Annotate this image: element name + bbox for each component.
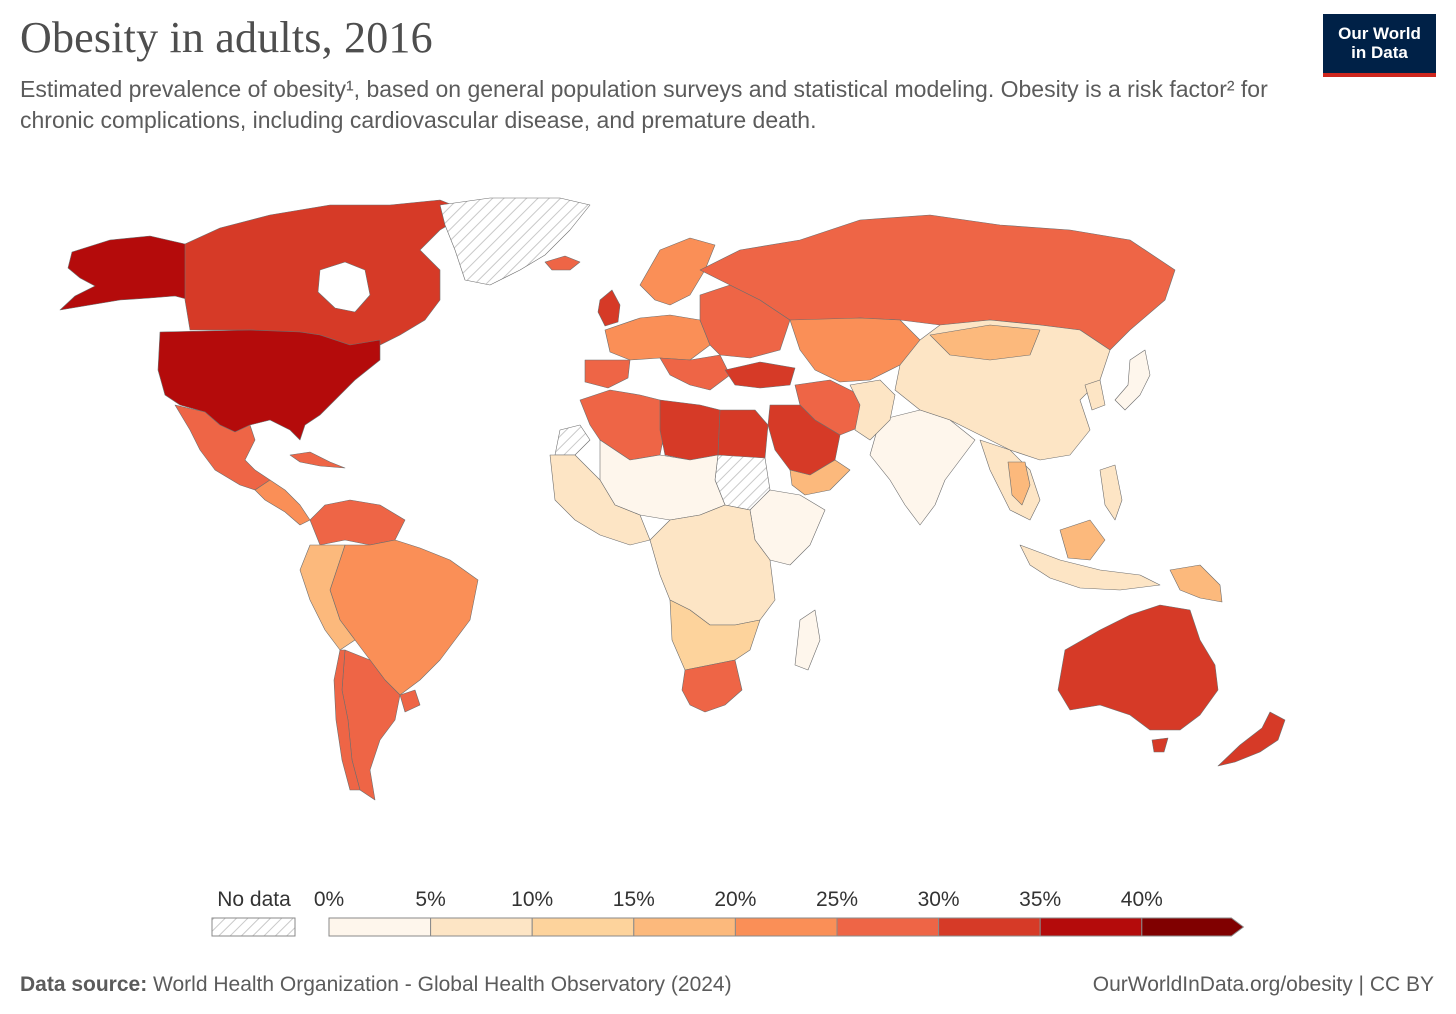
legend-tick-label: 5%: [415, 888, 445, 911]
region-andes[interactable]: [299, 544, 356, 651]
legend-no-data-swatch: [211, 917, 296, 937]
legend-tick-label: 20%: [714, 888, 756, 911]
owid-logo[interactable]: Our World in Data: [1323, 14, 1436, 77]
country-india[interactable]: [869, 409, 976, 526]
legend-tick-label: 35%: [1019, 888, 1061, 911]
legend-bin-overflow: [1141, 917, 1245, 937]
country-uruguay[interactable]: [399, 689, 421, 713]
country-indonesia[interactable]: [1019, 544, 1161, 591]
country-madagascar[interactable]: [794, 609, 821, 671]
country-new-zealand[interactable]: [1217, 711, 1286, 767]
country-iceland[interactable]: [544, 255, 581, 271]
country-philippines[interactable]: [1099, 464, 1123, 521]
data-source-label: Data source:: [20, 973, 148, 996]
legend-tick-label: 15%: [613, 888, 655, 911]
logo-line-2: in Data: [1351, 43, 1408, 62]
chart-subtitle: Estimated prevalence of obesity¹, based …: [20, 76, 1268, 133]
region-northern-south-america[interactable]: [309, 499, 406, 546]
legend-tick-label: 0%: [314, 888, 344, 911]
legend-tick-label: 10%: [511, 888, 553, 911]
country-alaska[interactable]: [59, 235, 196, 311]
country-australia-tasmania[interactable]: [1151, 737, 1169, 753]
region-yemen-oman[interactable]: [789, 459, 851, 496]
region-southern-europe[interactable]: [659, 354, 731, 391]
legend-bin-1: [430, 917, 533, 937]
legend-bin-3: [633, 917, 736, 937]
country-united-kingdom[interactable]: [597, 289, 621, 327]
legend-tick-label: 30%: [918, 888, 960, 911]
country-western-sahara[interactable]: [554, 424, 591, 456]
country-chile[interactable]: [333, 649, 361, 791]
legend-bin-2: [531, 917, 635, 937]
legend-bin-6: [938, 917, 1041, 937]
legend-bin-0: [328, 917, 432, 937]
legend-no-data-label: No data: [217, 888, 291, 911]
credit-link[interactable]: OurWorldInData.org/obesity | CC BY: [1092, 973, 1434, 996]
logo-line-1: Our World: [1338, 24, 1421, 43]
region-iberia[interactable]: [584, 359, 631, 389]
hudson-bay: [317, 261, 371, 313]
region-western-europe[interactable]: [604, 314, 711, 361]
country-mexico[interactable]: [174, 404, 271, 491]
legend-bin-4: [734, 917, 838, 937]
country-greenland[interactable]: [439, 197, 591, 286]
country-indonesia-borneo[interactable]: [1059, 519, 1106, 561]
region-pakistan-afghanistan[interactable]: [849, 379, 896, 441]
country-turkey[interactable]: [724, 361, 796, 389]
legend-bin-5: [836, 917, 940, 937]
data-source: Data source: World Health Organization -…: [20, 973, 732, 997]
country-united-states[interactable]: [157, 329, 381, 441]
legend-tick-label: 40%: [1121, 888, 1163, 911]
region-southern-africa[interactable]: [669, 599, 761, 671]
country-thailand[interactable]: [1007, 461, 1031, 506]
country-papua-new-guinea[interactable]: [1169, 564, 1223, 603]
country-australia[interactable]: [1057, 604, 1219, 731]
chart-title: Obesity in adults, 2016: [20, 13, 433, 62]
country-mongolia[interactable]: [929, 324, 1041, 361]
region-central-asia[interactable]: [789, 317, 921, 383]
region-korea[interactable]: [1084, 379, 1106, 411]
country-south-africa[interactable]: [681, 659, 743, 713]
logo-accent-bar: [1323, 73, 1436, 77]
legend-tick-label: 25%: [816, 888, 858, 911]
legend-bin-7: [1039, 917, 1143, 937]
country-cuba[interactable]: [289, 451, 346, 469]
country-japan[interactable]: [1114, 349, 1151, 411]
data-source-text: World Health Organization - Global Healt…: [147, 973, 732, 996]
